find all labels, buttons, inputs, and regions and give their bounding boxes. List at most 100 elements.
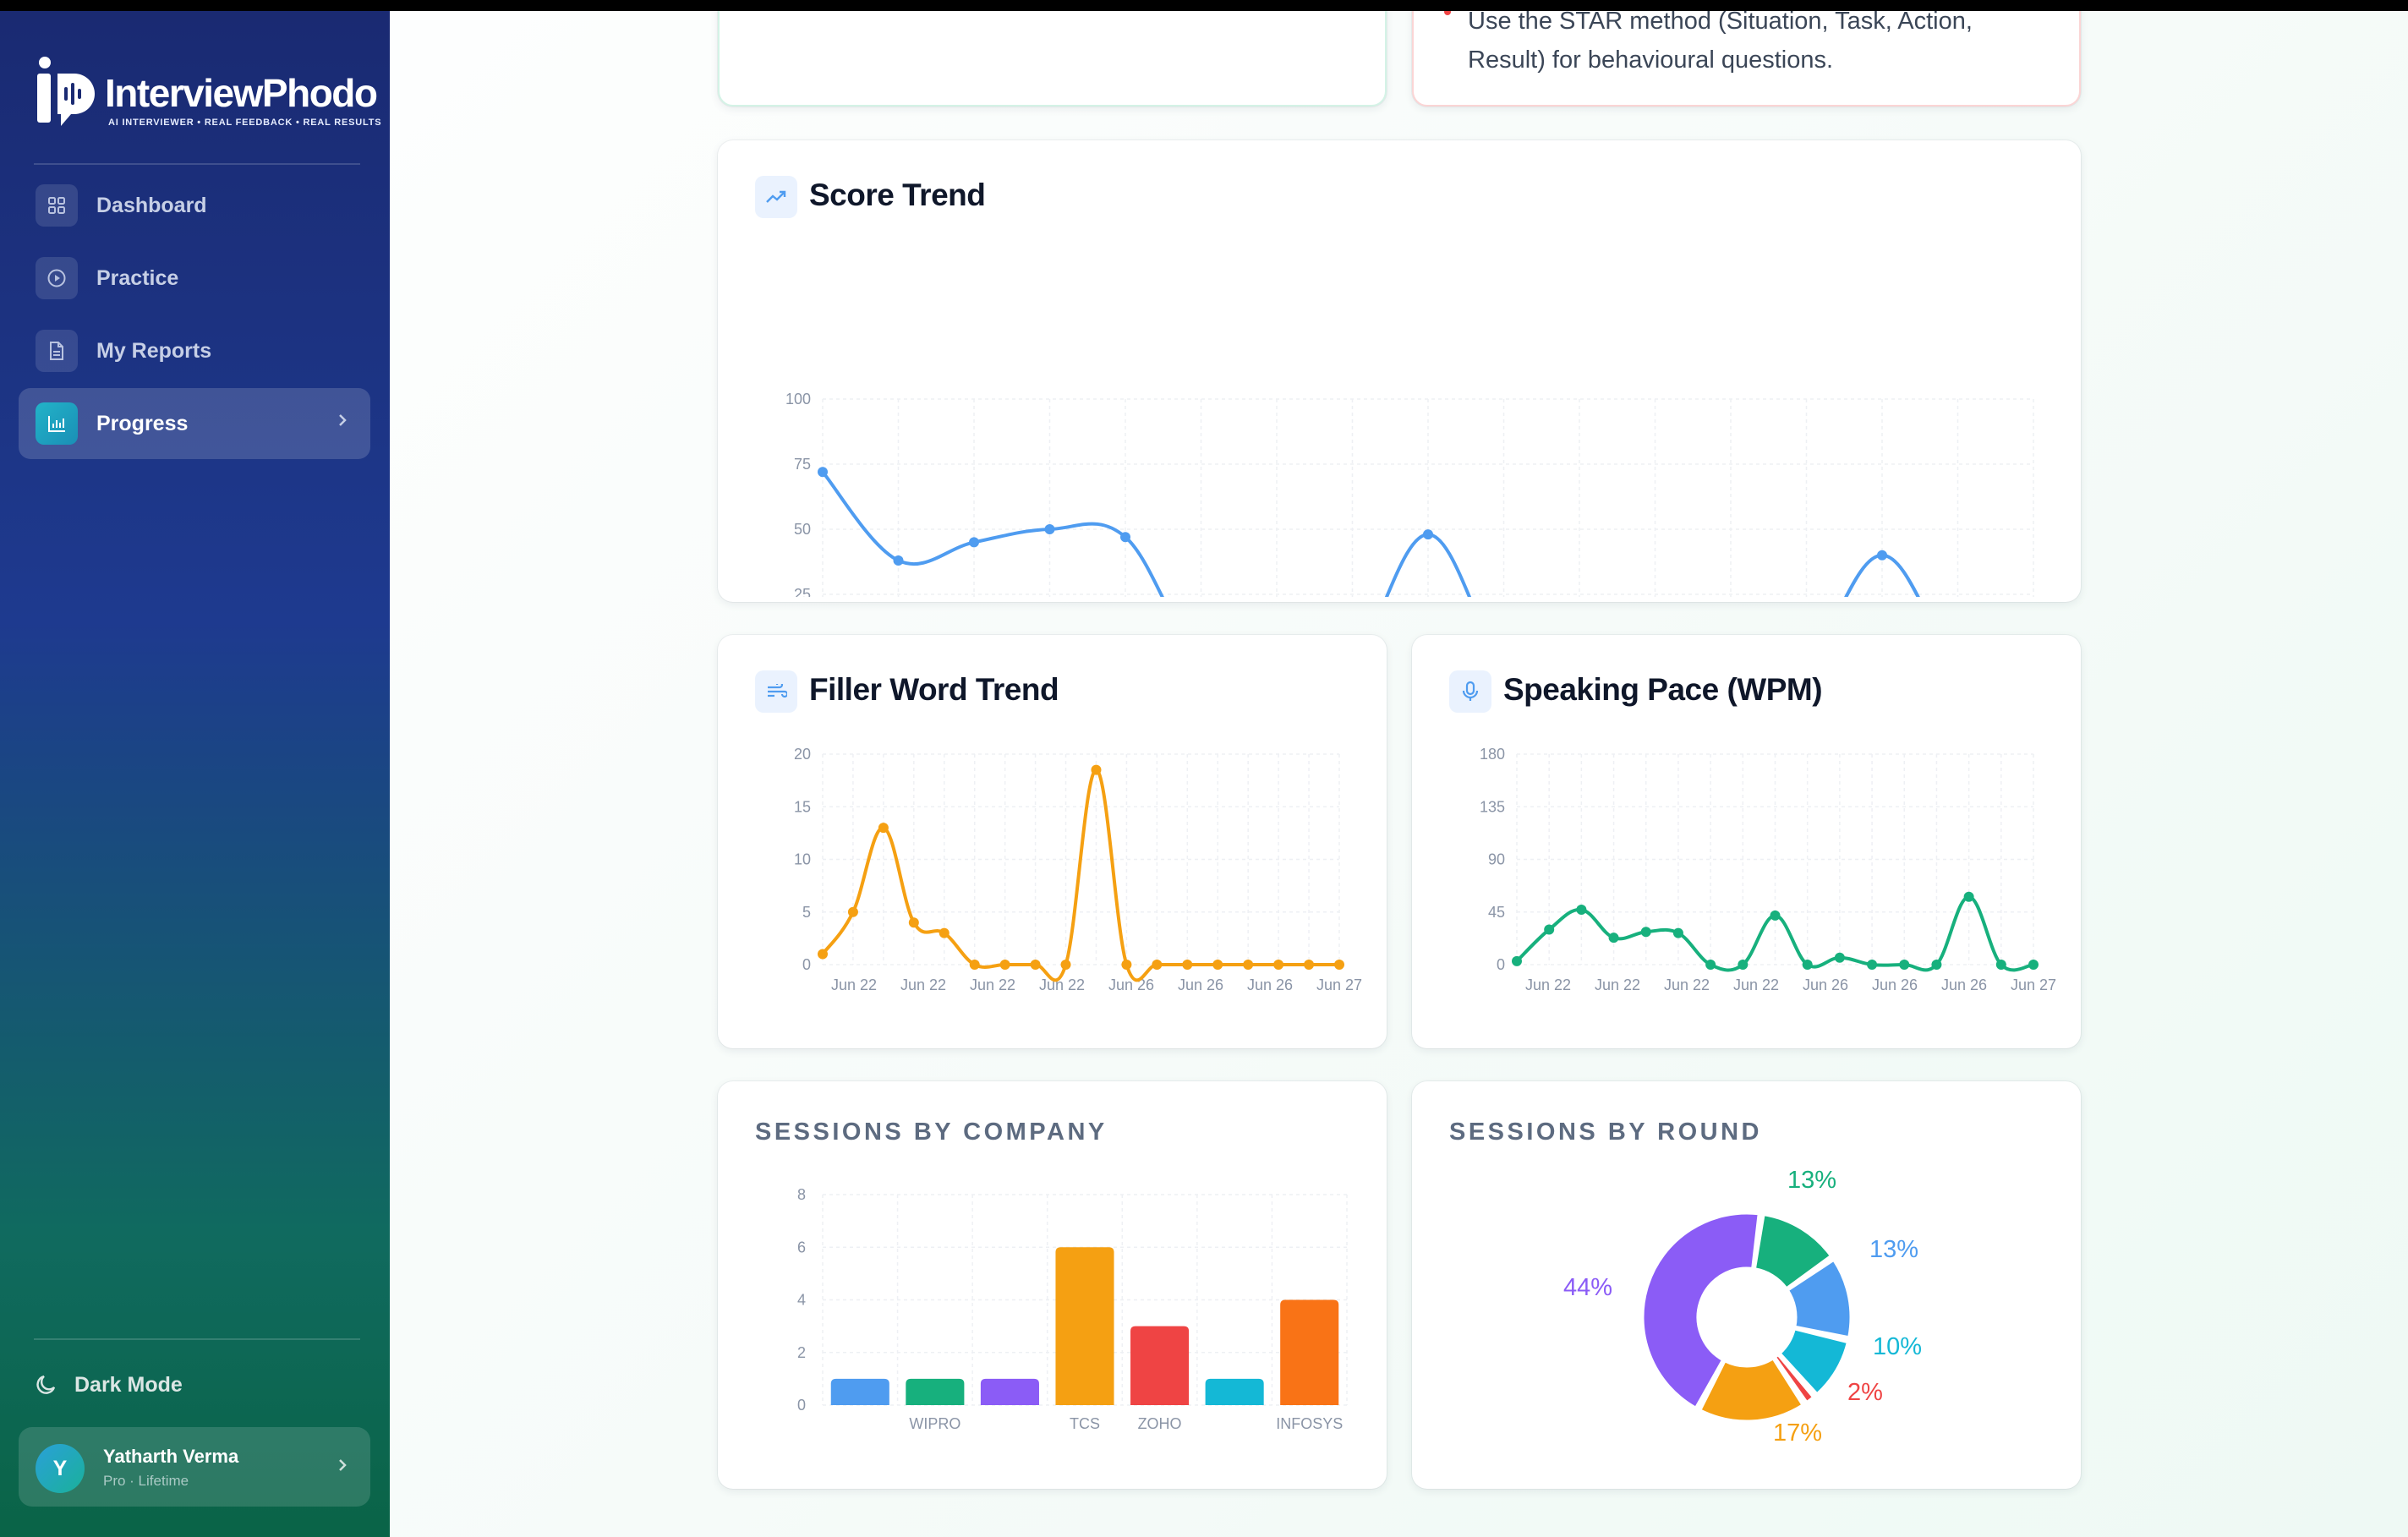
sidebar-divider [34, 1338, 360, 1340]
sessions-by-company-chart: 0 2 4 6 8 WIPRO TCS ZOHO INFOSYS [797, 1186, 1348, 1432]
data-point [1899, 960, 1910, 970]
tip-line: Result) for behavioural questions. [1468, 46, 1834, 74]
y-tick-label: 8 [797, 1186, 806, 1203]
data-point [1705, 960, 1716, 970]
y-tick-label: 5 [802, 904, 811, 921]
slice-label: 2% [1847, 1379, 1883, 1406]
slice-label: 13% [1869, 1236, 1918, 1263]
window-top-bar [0, 0, 2408, 11]
data-point [1576, 904, 1587, 915]
app-logo[interactable]: InterviewPhodo AI INTERVIEWER • REAL FEE… [34, 55, 381, 139]
app-name: InterviewPhodo [105, 71, 378, 115]
sidebar-item-dashboard[interactable]: Dashboard [19, 170, 370, 241]
pie-slice [1786, 1258, 1853, 1339]
data-point [1802, 960, 1813, 970]
tip-card-left [718, 0, 1387, 107]
user-profile-card[interactable]: Y Yatharth Verma Pro · Lifetime [19, 1427, 370, 1507]
x-tick-label: Jun 26 [1803, 976, 1848, 993]
data-point [818, 949, 828, 960]
x-tick-label: Jun 22 [1039, 976, 1085, 993]
y-tick-label: 100 [785, 391, 811, 407]
data-point [1212, 960, 1223, 970]
slice-label: 10% [1873, 1333, 1922, 1360]
logo-mark-icon [37, 57, 95, 126]
data-point [1963, 891, 1974, 902]
bar-chart-icon [36, 402, 78, 445]
data-point [2028, 960, 2039, 970]
data-point [1640, 927, 1651, 938]
sidebar-item-progress[interactable]: Progress [19, 388, 370, 459]
data-point [1672, 927, 1683, 938]
bar [1055, 1247, 1114, 1405]
data-point [1273, 960, 1284, 970]
data-point [1120, 532, 1130, 543]
sidebar-divider [34, 163, 360, 165]
dark-mode-toggle[interactable]: Dark Mode [34, 1372, 183, 1398]
data-point [1152, 960, 1163, 970]
user-plan: Pro · Lifetime [103, 1473, 189, 1489]
pie-slice [1778, 1327, 1850, 1396]
sessions-by-company-card: SESSIONS BY COMPANY 0 2 4 6 8 WIPRO TCS ZOHO INF… [718, 1081, 1387, 1489]
data-point [1304, 960, 1315, 970]
bar [830, 1378, 889, 1405]
data-point [1030, 960, 1041, 970]
sidebar-item-practice[interactable]: Practice [19, 243, 370, 314]
chevron-right-icon [339, 1459, 347, 1471]
y-tick-label: 20 [794, 746, 811, 763]
x-tick-label: Jun 22 [1595, 976, 1640, 993]
data-point [847, 906, 858, 917]
data-point [1512, 955, 1522, 966]
data-point [908, 917, 919, 928]
pie-slice [1641, 1212, 1760, 1410]
x-tick-label: TCS [1070, 1415, 1100, 1432]
pie-slice [1773, 1353, 1815, 1404]
data-point [969, 537, 979, 548]
speaking-pace-card: Speaking Pace (WPM) 0 45 90 135 180 Jun 22 Jun… [1412, 635, 2081, 1048]
data-point [1060, 960, 1071, 970]
y-tick-label: 4 [797, 1292, 806, 1309]
sessions-by-round-chart: 13% 13% 10% 2% 17% 44% [1563, 1167, 1922, 1447]
sidebar-item-my-reports[interactable]: My Reports [19, 315, 370, 386]
y-tick-label: 25 [794, 586, 811, 597]
card-title: SESSIONS BY ROUND [1449, 1119, 1762, 1146]
y-tick-label: 2 [797, 1344, 806, 1361]
avatar: Y [36, 1444, 85, 1493]
tip-text: Use the STAR method (Situation, Task, Ac… [1468, 2, 1973, 79]
data-point [999, 960, 1010, 970]
x-tick-label: Jun 26 [1178, 976, 1223, 993]
app-tagline: AI INTERVIEWER • REAL FEEDBACK • REAL RE… [108, 118, 382, 128]
tip-bullet [1444, 8, 1451, 15]
sessions-by-round-card: SESSIONS BY ROUND 13% 13% 10% 2% 17% 44% [1412, 1081, 2081, 1489]
data-point [1877, 550, 1887, 561]
bar [1130, 1326, 1190, 1405]
bar [1205, 1378, 1264, 1405]
x-tick-label: Jun 22 [831, 976, 877, 993]
data-point [1182, 960, 1193, 970]
user-name: Yatharth Verma [103, 1446, 239, 1467]
filler-word-card: Filler Word Trend 0 5 10 15 20 Jun 22 Jun 22 Ju… [718, 635, 1387, 1048]
data-point [939, 927, 950, 938]
y-tick-label: 10 [794, 851, 811, 868]
dashboard-icon [36, 184, 78, 227]
data-point [1423, 529, 1433, 540]
y-tick-label: 0 [797, 1397, 806, 1414]
x-tick-label: Jun 22 [1664, 976, 1710, 993]
data-point [1334, 960, 1344, 970]
sidebar-item-label: Practice [96, 265, 179, 290]
x-tick-label: Jun 27 [1316, 976, 1362, 993]
y-tick-label: 50 [794, 521, 811, 538]
y-tick-label: 6 [797, 1239, 806, 1255]
data-point [1544, 924, 1555, 935]
x-tick-label: Jun 26 [1247, 976, 1293, 993]
sidebar-item-label: Progress [96, 411, 189, 435]
data-point [1091, 764, 1102, 775]
data-point [1243, 960, 1254, 970]
y-tick-label: 180 [1480, 746, 1505, 763]
x-tick-label: Jun 22 [970, 976, 1015, 993]
bar [980, 1378, 1039, 1405]
sidebar-item-label: Dashboard [96, 193, 207, 217]
x-tick-label: Jun 22 [900, 976, 946, 993]
x-tick-label: Jun 26 [1941, 976, 1987, 993]
y-tick-label: 135 [1480, 798, 1505, 815]
